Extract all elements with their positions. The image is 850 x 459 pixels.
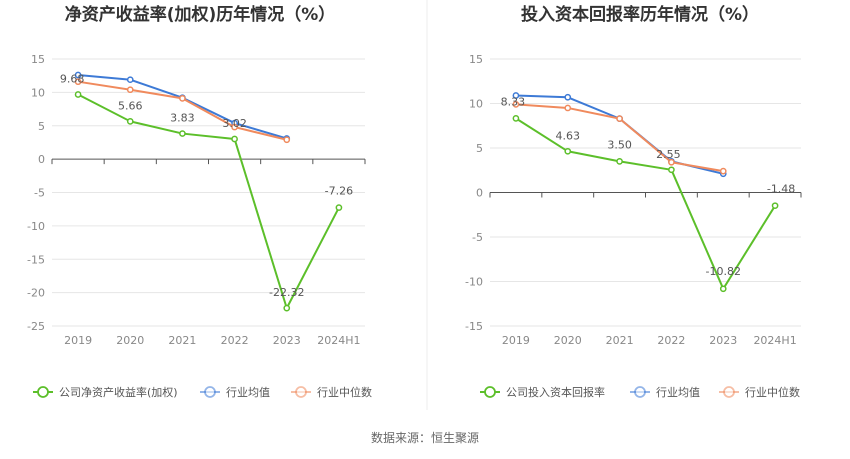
y-tick-label: 0 — [38, 153, 45, 166]
legend-label: 公司净资产收益率(加权) — [59, 385, 178, 399]
data-point — [564, 93, 572, 101]
legend-label: 行业均值 — [226, 386, 270, 399]
data-point — [231, 123, 238, 131]
data-point — [126, 117, 134, 125]
y-tick-label: 15 — [469, 53, 483, 66]
x-tick-label: 2021 — [168, 334, 196, 347]
data-point — [668, 166, 675, 174]
data-label: 8.33 — [501, 95, 526, 108]
data-point — [616, 158, 623, 165]
y-tick-label: 5 — [476, 142, 483, 155]
roe-chart: 净资产收益率(加权)历年情况（%） 15 10 5 0 -5 -10 -15 -20 -25 201… — [27, 4, 372, 399]
legend-label: 行业均值 — [656, 386, 700, 399]
data-point — [335, 204, 343, 211]
x-tick-label: 2020 — [116, 334, 144, 347]
data-point — [179, 130, 186, 137]
roic-chart: 投入资本回报率历年情况（%） 15 10 5 0 -5 -10 -15 2019 2020 2021… — [465, 4, 802, 399]
x-tick-label: 2024H1 — [317, 334, 360, 347]
y-tick-label: 0 — [476, 187, 483, 200]
legend-swatch-marker — [723, 386, 735, 398]
legend-swatch-marker — [37, 386, 49, 398]
data-label: -22.32 — [269, 286, 304, 299]
y-tick-label: -25 — [27, 320, 45, 333]
legend-swatch-marker — [204, 386, 216, 398]
series-line — [77, 93, 340, 310]
legend-swatch-marker — [295, 386, 307, 398]
legend-swatch-marker — [634, 386, 646, 398]
y-tick-label: 15 — [31, 53, 45, 66]
y-tick-label: 10 — [31, 86, 45, 99]
data-point — [74, 78, 82, 86]
y-tick-label: -15 — [465, 320, 483, 333]
y-tick-label: -20 — [27, 287, 45, 300]
x-tick-label: 2019 — [502, 334, 530, 347]
y-tick-label: -5 — [472, 231, 483, 244]
data-point — [616, 115, 623, 122]
data-point — [283, 304, 291, 312]
data-point — [126, 76, 134, 84]
x-tick-label: 2024H1 — [753, 334, 796, 347]
data-point — [719, 285, 727, 293]
data-label: -7.26 — [325, 185, 353, 198]
y-tick-label: 10 — [469, 98, 483, 111]
data-point — [564, 147, 572, 155]
y-tick-label: -10 — [465, 276, 483, 289]
legend-swatch-marker — [484, 386, 496, 398]
data-label: 3.83 — [170, 112, 195, 125]
data-point — [719, 167, 727, 175]
y-tick-label: -5 — [34, 187, 45, 200]
y-tick-label: -15 — [27, 253, 45, 266]
data-point — [74, 91, 82, 98]
data-label: 9.68 — [60, 73, 85, 86]
data-point — [179, 95, 186, 102]
chart-title: 投入资本回报率历年情况（%） — [521, 4, 759, 25]
series-line — [77, 74, 288, 140]
x-tick-label: 2023 — [709, 334, 737, 347]
series-line — [515, 117, 776, 290]
data-label: 3.50 — [607, 138, 632, 151]
data-label: 2.55 — [656, 148, 681, 161]
x-tick-label: 2019 — [64, 334, 92, 347]
data-label: -10.82 — [706, 265, 741, 278]
data-label: 3.02 — [222, 117, 247, 130]
data-label: -1.48 — [767, 183, 795, 196]
data-point — [512, 115, 520, 122]
legend-label: 行业中位数 — [317, 385, 372, 399]
legend-label: 公司投入资本回报率 — [506, 385, 605, 399]
data-source: 数据来源：恒生聚源 — [371, 430, 479, 445]
data-point — [512, 92, 520, 99]
data-point — [668, 158, 675, 166]
x-tick-label: 2020 — [554, 334, 582, 347]
data-point — [74, 71, 82, 79]
data-point — [512, 101, 520, 108]
x-tick-label: 2022 — [657, 334, 685, 347]
chart-title: 净资产收益率(加权)历年情况（%） — [65, 4, 336, 25]
data-point — [771, 202, 779, 210]
data-label: 4.63 — [556, 129, 581, 142]
y-tick-label: 5 — [38, 120, 45, 133]
data-point — [564, 104, 572, 112]
data-point — [126, 86, 134, 94]
x-tick-label: 2022 — [221, 334, 249, 347]
data-label: 5.66 — [118, 99, 143, 112]
x-tick-label: 2023 — [273, 334, 301, 347]
x-tick-label: 2021 — [606, 334, 634, 347]
y-tick-label: -10 — [27, 220, 45, 233]
legend-label: 行业中位数 — [745, 385, 800, 399]
data-point — [231, 135, 238, 143]
data-point — [283, 136, 291, 144]
